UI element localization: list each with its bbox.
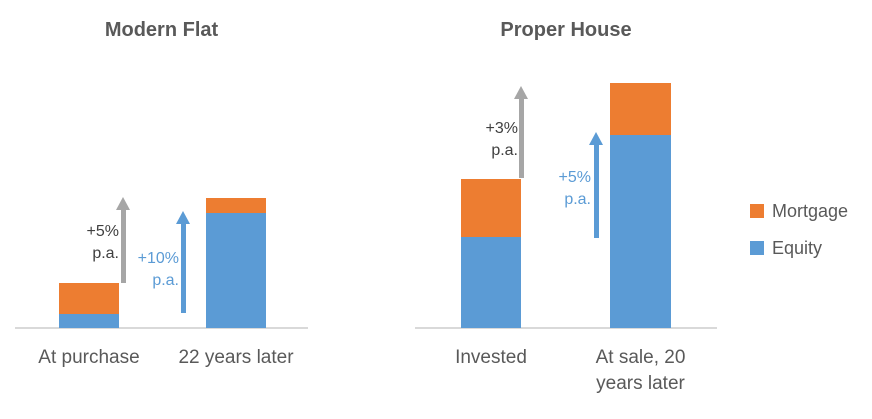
growth-arrow-shaft	[519, 97, 524, 178]
x-axis-label: At sale, 20 years later	[595, 347, 686, 394]
bar-segment-mortgage	[206, 198, 266, 213]
x-axis-label: 22 years later	[178, 347, 294, 368]
chart-title-proper-house: Proper House	[500, 19, 632, 41]
growth-arrow-head-icon	[116, 197, 130, 210]
growth-rate-annotation: +5% p.a.	[86, 223, 119, 262]
bar-segment-mortgage	[610, 83, 671, 135]
legend-label-equity: Equity	[772, 237, 823, 258]
growth-rate-annotation: +3% p.a.	[485, 120, 518, 159]
bar-segment-mortgage	[59, 283, 119, 314]
growth-rate-annotation: +5% p.a.	[558, 169, 591, 208]
x-axis-line	[15, 327, 308, 329]
chart-legend: Mortgage Equity	[750, 199, 848, 273]
legend-item-equity: Equity	[750, 236, 848, 260]
mortgage-color-swatch-icon	[750, 204, 764, 218]
growth-arrow-head-icon	[176, 211, 190, 224]
x-axis-line	[415, 327, 717, 329]
bar-segment-mortgage	[461, 179, 521, 237]
legend-label-mortgage: Mortgage	[772, 200, 849, 221]
growth-arrow-shaft	[181, 222, 186, 313]
x-axis-label: At purchase	[38, 347, 140, 368]
growth-arrow-head-icon	[514, 86, 528, 99]
growth-arrow-shaft	[594, 143, 599, 238]
x-axis-label: Invested	[455, 347, 527, 368]
bar-segment-equity	[59, 314, 119, 328]
bar-segment-equity	[206, 213, 266, 328]
legend-item-mortgage: Mortgage	[750, 199, 848, 223]
bar-segment-equity	[461, 237, 521, 328]
chart-title-modern-flat: Modern Flat	[104, 19, 219, 41]
growth-arrow-shaft	[121, 208, 126, 283]
growth-rate-annotation: +10% p.a.	[137, 250, 179, 289]
growth-arrow-head-icon	[589, 132, 603, 145]
equity-color-swatch-icon	[750, 241, 764, 255]
bar-segment-equity	[610, 135, 671, 328]
